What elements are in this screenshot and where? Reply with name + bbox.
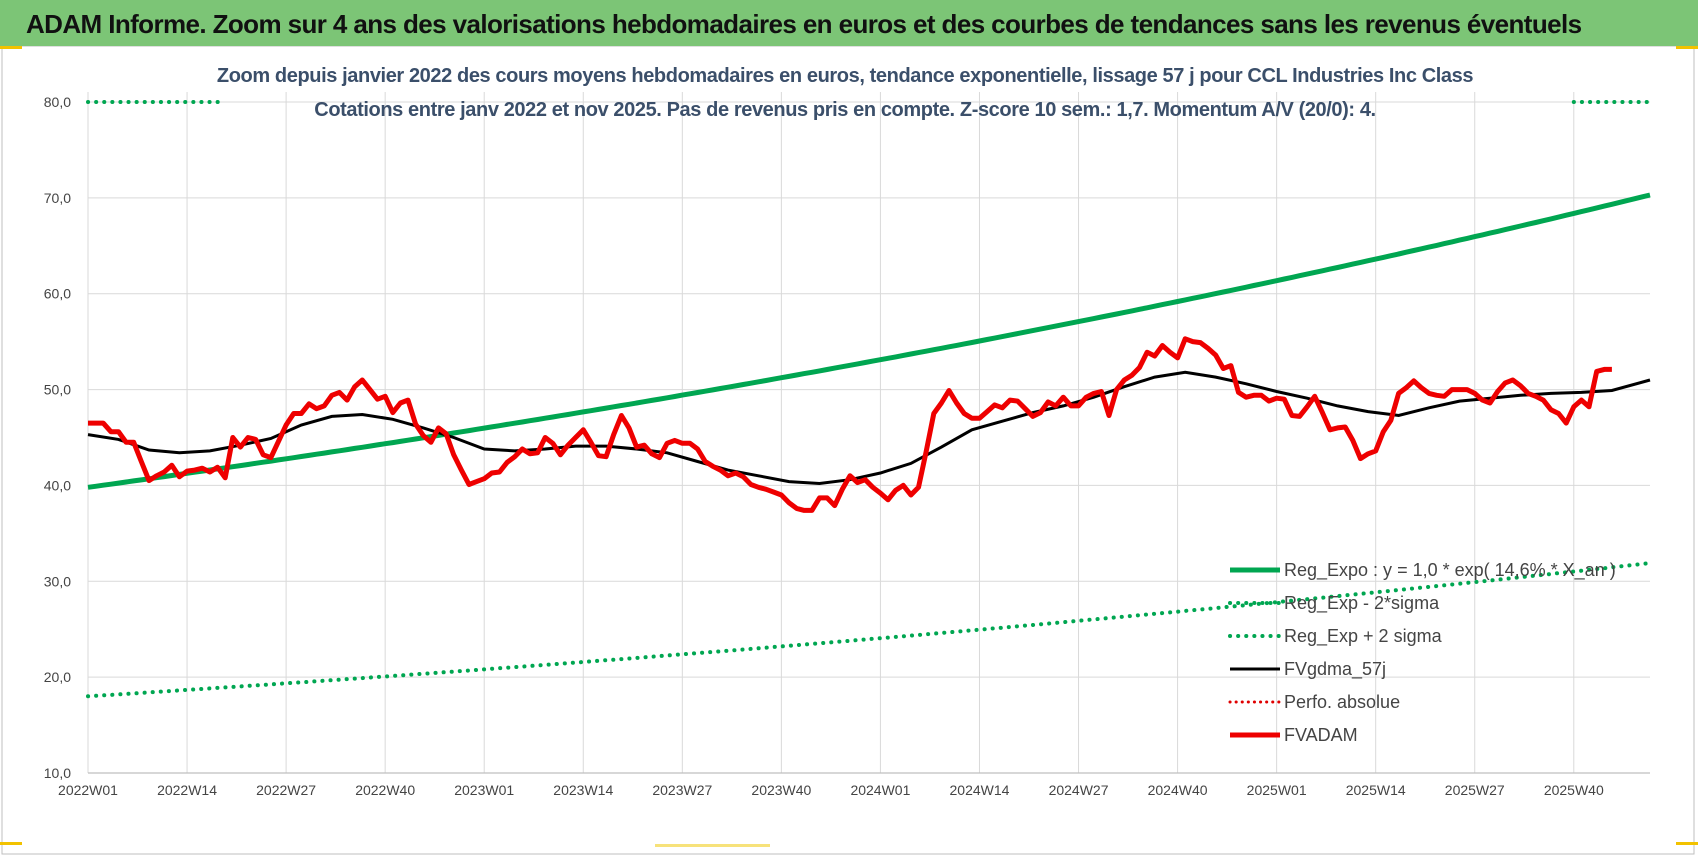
x-tick-label: 2023W14 <box>553 782 613 798</box>
x-tick-label: 2024W40 <box>1148 782 1208 798</box>
x-tick-label: 2025W27 <box>1445 782 1505 798</box>
x-tick-label: 2022W01 <box>58 782 118 798</box>
legend-label: Reg_Exp + 2 sigma <box>1284 626 1443 647</box>
chart-frame <box>1 46 1695 855</box>
corner-mark-bottom-left <box>0 842 22 845</box>
data-series <box>87 192 1651 513</box>
chart-title-line2: Cotations entre janv 2022 et nov 2025. P… <box>314 99 1375 121</box>
x-tick-label: 2023W40 <box>751 782 811 798</box>
trend-bands <box>86 100 1652 699</box>
y-tick-label: 50,0 <box>44 382 71 398</box>
page-title: ADAM Informe. Zoom sur 4 ans des valoris… <box>26 9 1582 39</box>
corner-mark-bottom-right <box>1676 842 1698 845</box>
legend-label: FVgdma_57j <box>1284 659 1386 680</box>
y-tick-label: 30,0 <box>44 573 71 589</box>
x-tick-label: 2024W14 <box>950 782 1010 798</box>
legend-label: Perfo. absolue <box>1284 692 1400 712</box>
chart-legend: Reg_Expo : y = 1,0 * exp( 14,6% * X_an )… <box>1228 560 1616 745</box>
corner-mark-top-right <box>1676 46 1698 49</box>
legend-label: FVADAM <box>1284 725 1358 745</box>
x-tick-label: 2025W40 <box>1544 782 1604 798</box>
series-1-line <box>86 561 1652 699</box>
x-tick-label: 2023W27 <box>652 782 712 798</box>
x-tick-label: 2022W14 <box>157 782 217 798</box>
y-tick-label: 40,0 <box>44 477 71 493</box>
y-axis-ticks: 10,0 20,0 30,0 40,0 50,0 60,0 70,0 80,0 <box>44 94 71 781</box>
legend-label: Reg_Expo : y = 1,0 * exp( 14,6% * X_an ) <box>1284 560 1616 581</box>
y-tick-label: 20,0 <box>44 669 71 685</box>
x-tick-label: 2022W40 <box>355 782 415 798</box>
header-bar: ADAM Informe. Zoom sur 4 ans des valoris… <box>0 0 1698 46</box>
x-tick-label: 2024W01 <box>850 782 910 798</box>
series-3-line <box>87 370 1651 486</box>
x-tick-label: 2025W14 <box>1346 782 1406 798</box>
y-tick-label: 60,0 <box>44 286 71 302</box>
series-0-line <box>87 192 1651 490</box>
y-tick-label: 80,0 <box>44 94 71 110</box>
corner-mark-top-left <box>0 46 22 49</box>
x-tick-label: 2023W01 <box>454 782 514 798</box>
y-tick-label: 70,0 <box>44 190 71 206</box>
x-tick-label: 2022W27 <box>256 782 316 798</box>
x-axis-ticks: 2022W01 2022W14 2022W27 2022W40 2023W01 2023W… <box>58 782 1604 798</box>
x-tick-label: 2025W01 <box>1247 782 1307 798</box>
line-chart: 10,0 20,0 30,0 40,0 50,0 60,0 70,0 80,0 2022W01… <box>0 46 1698 855</box>
x-tick-label: 2024W27 <box>1049 782 1109 798</box>
bottom-center-mark <box>655 844 770 847</box>
series-5-line <box>88 336 1612 513</box>
y-tick-label: 10,0 <box>44 765 71 781</box>
chart-title-line1: Zoom depuis janvier 2022 des cours moyen… <box>217 65 1473 87</box>
legend-label: Reg_Exp - 2*sigma <box>1284 593 1440 614</box>
